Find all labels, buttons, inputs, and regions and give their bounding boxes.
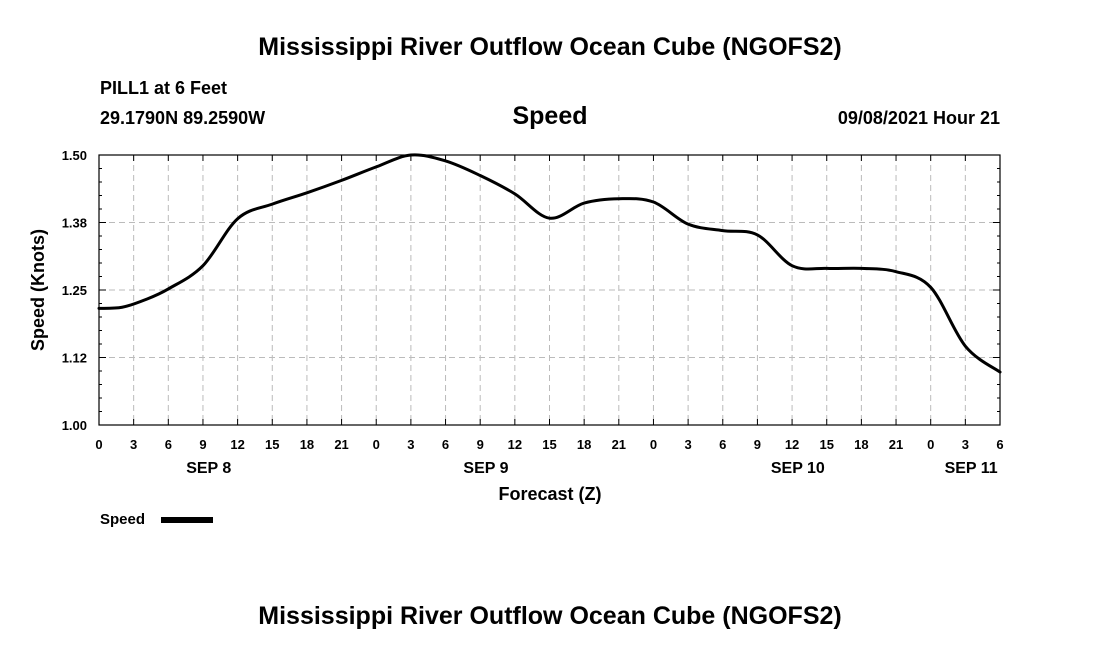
day-label: SEP 11 <box>945 460 998 477</box>
x-tick-label: 6 <box>996 437 1003 452</box>
x-tick-label: 12 <box>230 437 244 452</box>
x-tick-label: 15 <box>265 437 279 452</box>
y-tick-label: 1.38 <box>62 216 87 231</box>
x-tick-label: 6 <box>442 437 449 452</box>
x-tick-label: 3 <box>130 437 137 452</box>
x-tick-label: 3 <box>407 437 414 452</box>
plot-frame <box>98 154 1001 426</box>
x-tick-label: 12 <box>785 437 799 452</box>
axes <box>98 154 1001 426</box>
legend-swatch <box>161 517 213 523</box>
x-tick-label: 15 <box>542 437 556 452</box>
variable-label: Speed <box>512 102 587 130</box>
x-tick-label: 21 <box>612 437 626 452</box>
legend-label: Speed <box>100 511 145 528</box>
day-label: SEP 10 <box>771 460 825 477</box>
x-tick-label: 18 <box>854 437 868 452</box>
x-axis-label: Forecast (Z) <box>498 484 601 504</box>
legend: Speed <box>100 511 213 528</box>
day-label: SEP 9 <box>463 460 508 477</box>
x-tick-label: 6 <box>165 437 172 452</box>
grid-lines <box>99 155 1000 425</box>
x-tick-labels: 0 3 6 9 12 15 18 21 0 3 6 9 12 15 18 21 0 3 6 9 12 15 18 21 0 3 6 <box>95 437 1003 452</box>
x-tick-label: 9 <box>477 437 484 452</box>
x-tick-label: 9 <box>754 437 761 452</box>
x-tick-label: 21 <box>889 437 903 452</box>
y-tick-label: 1.00 <box>62 418 87 433</box>
y-tick-label: 1.50 <box>62 148 87 163</box>
series-layer <box>97 153 1002 374</box>
x-tick-label: 18 <box>300 437 314 452</box>
x-tick-label: 3 <box>962 437 969 452</box>
x-tick-label: 0 <box>95 437 102 452</box>
x-tick-label: 9 <box>199 437 206 452</box>
x-tick-label: 12 <box>508 437 522 452</box>
y-axis-label: Speed (Knots) <box>28 229 48 351</box>
x-tick-label: 0 <box>373 437 380 452</box>
forecast-datetime: 09/08/2021 Hour 21 <box>838 108 1000 128</box>
y-tick-label: 1.25 <box>62 283 87 298</box>
x-tick-label: 21 <box>334 437 348 452</box>
x-tick-label: 18 <box>577 437 591 452</box>
chart-title-bottom: Mississippi River Outflow Ocean Cube (NG… <box>258 602 841 630</box>
day-label: SEP 8 <box>186 460 231 477</box>
station-coords: 29.1790N 89.2590W <box>100 108 265 128</box>
x-tick-label: 15 <box>819 437 833 452</box>
y-tick-label: 1.12 <box>62 351 87 366</box>
x-tick-label: 0 <box>650 437 657 452</box>
y-tick-labels: 1.00 1.12 1.25 1.38 1.50 <box>62 148 87 433</box>
day-labels: SEP 8 SEP 9 SEP 10 SEP 11 <box>186 460 998 477</box>
series-line-speed <box>97 153 1002 374</box>
x-tick-label: 6 <box>719 437 726 452</box>
chart-title-top: Mississippi River Outflow Ocean Cube (NG… <box>258 33 841 61</box>
x-tick-label: 3 <box>684 437 691 452</box>
x-tick-label: 0 <box>927 437 934 452</box>
station-label: PILL1 at 6 Feet <box>100 78 227 98</box>
